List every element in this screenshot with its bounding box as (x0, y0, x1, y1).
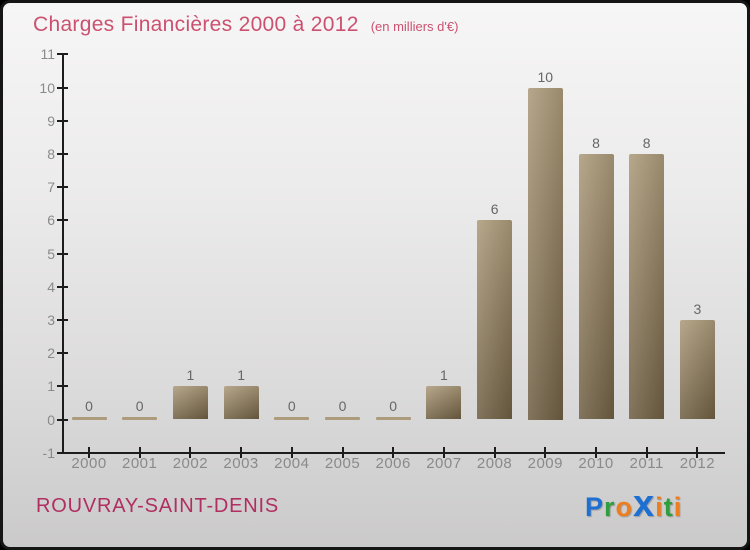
plot-area: -1 0 1 2 3 4 5 6 7 8 9 10 11 2000 0 2001 0 2002 1 2003 1 2004… (3, 3, 747, 547)
bar-value-label: 0 (389, 397, 398, 414)
chart-title: Charges Financières 2000 à 2012 (33, 13, 359, 36)
x-axis-tick (595, 446, 597, 458)
x-axis-tick (392, 446, 395, 458)
x-axis-tick (544, 446, 547, 458)
logo-letter: P (585, 492, 605, 522)
y-axis-tick (57, 86, 68, 89)
x-axis-tick (493, 446, 496, 458)
y-axis-tick-label: 10 (39, 79, 55, 96)
x-axis-tick (290, 446, 293, 458)
x-axis-tick (240, 446, 243, 458)
zero-bar (71, 416, 107, 420)
proxiti-logo: Proxiti (585, 483, 683, 525)
logo-letter: i (673, 492, 683, 522)
x-axis-tick (442, 446, 445, 458)
y-axis-tick-label: 5 (47, 245, 55, 262)
x-axis-tick-label: 2003 (223, 454, 259, 472)
zero-bar (325, 416, 360, 420)
x-axis-tick (88, 446, 90, 458)
logo-letter: t (663, 492, 674, 522)
x-axis-tick-label: 2008 (476, 454, 513, 472)
x-axis-tick-label: 2005 (324, 454, 361, 472)
y-axis-tick (57, 152, 68, 155)
bar-value-label: 3 (693, 300, 702, 317)
bar (477, 220, 513, 420)
zero-bar (274, 416, 310, 420)
x-axis-tick-label: 2011 (629, 454, 664, 472)
bar-value-label: 8 (642, 134, 651, 151)
x-axis-tick-label: 2009 (527, 454, 563, 472)
bar (223, 386, 259, 420)
x-axis-tick-label: 2006 (375, 454, 411, 472)
bar-value-label: 0 (338, 397, 347, 414)
bar (679, 319, 715, 420)
y-axis-tick-label: 2 (47, 345, 55, 362)
y-axis-tick (57, 285, 68, 288)
logo-letter: x (633, 483, 656, 525)
y-axis-tick (57, 119, 68, 122)
bar-value-label: 0 (85, 397, 93, 414)
y-axis-tick (57, 318, 68, 321)
x-axis-tick (341, 446, 344, 458)
bar-value-label: 6 (490, 201, 499, 218)
y-axis-tick-label: 9 (47, 112, 55, 129)
x-axis-tick-label: 2012 (679, 454, 716, 472)
bar-value-label: 0 (287, 397, 296, 414)
y-axis-tick-label: -1 (42, 444, 55, 461)
bar-value-label: 10 (537, 68, 554, 85)
location-label: ROUVRAY-SAINT-DENIS (36, 495, 280, 517)
y-axis-tick-label: 3 (47, 311, 55, 328)
bar-value-label: 8 (592, 134, 600, 151)
x-axis-tick-label: 2004 (274, 454, 310, 472)
y-axis-tick-label: 8 (47, 145, 55, 162)
y-axis-tick (57, 352, 68, 355)
logo-letter: i (655, 492, 664, 522)
zero-bar (375, 416, 411, 420)
x-axis-tick-label: 2002 (172, 454, 209, 472)
y-axis-tick-label: 6 (47, 212, 55, 229)
bar-value-label: 1 (237, 367, 245, 384)
x-axis-tick (138, 446, 141, 458)
x-axis-tick (645, 446, 648, 458)
y-axis-tick-label: 1 (47, 378, 55, 395)
x-axis-tick-label: 2000 (71, 454, 107, 472)
x-axis-tick-label: 2001 (122, 454, 158, 472)
x-axis-tick (696, 446, 699, 458)
x-axis-tick-label: 2007 (426, 454, 462, 472)
logo-letter: o (615, 492, 634, 522)
bar-value-label: 1 (186, 367, 195, 384)
y-axis-tick (57, 53, 68, 56)
bar-value-label: 1 (439, 367, 448, 384)
bar (578, 153, 614, 420)
x-axis-tick-label: 2010 (578, 454, 614, 472)
bar-value-label: 0 (135, 397, 144, 414)
y-axis-tick (57, 451, 68, 454)
bar (629, 153, 665, 420)
y-axis-tick-label: 7 (47, 179, 55, 196)
x-axis-tick (189, 446, 192, 458)
y-axis-tick-label: 4 (47, 278, 55, 295)
logo-letter: r (604, 492, 616, 522)
y-axis-tick (57, 186, 68, 189)
bar (172, 386, 208, 420)
y-axis-tick (57, 219, 68, 222)
chart-subtitle: (en milliers d'€) (370, 19, 459, 34)
y-axis-tick (57, 385, 68, 388)
y-axis-tick (57, 418, 68, 421)
bar (426, 386, 462, 420)
chart-title-row: Charges Financières 2000 à 2012 (en milli… (33, 13, 458, 37)
zero-bar (122, 416, 158, 420)
y-axis-tick (57, 252, 68, 255)
y-axis-tick-label: 11 (40, 46, 55, 63)
y-axis-tick-label: 0 (47, 411, 55, 428)
bar (527, 87, 563, 420)
